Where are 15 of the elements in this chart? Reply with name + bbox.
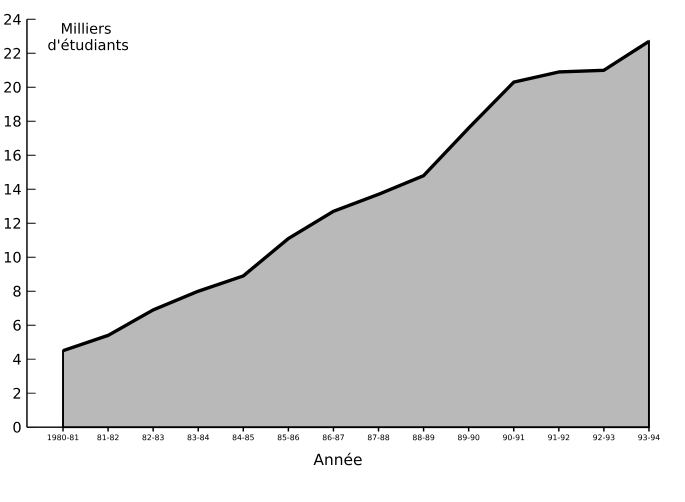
y-tick-label: 10 xyxy=(4,252,21,262)
y-tick-label: 22 xyxy=(4,48,20,58)
y-tick-label: 8 xyxy=(13,286,21,296)
y-tick-label: 16 xyxy=(4,150,21,161)
y-tick-label: 12 xyxy=(4,218,20,228)
y-axis-title: Milliers d'étudiants xyxy=(48,22,128,50)
y-tick-label: 2 xyxy=(13,388,20,398)
y-tick-label: 14 xyxy=(4,184,21,194)
y-tick-label: 24 xyxy=(4,14,21,24)
x-axis-title: Année xyxy=(314,452,362,466)
y-tick-label: 20 xyxy=(4,82,21,93)
y-tick-label: 0 xyxy=(13,422,21,432)
y-tick-label: 18 xyxy=(4,116,21,127)
y-tick-label: 4 xyxy=(13,354,21,364)
y-tick-label: 6 xyxy=(13,320,21,330)
